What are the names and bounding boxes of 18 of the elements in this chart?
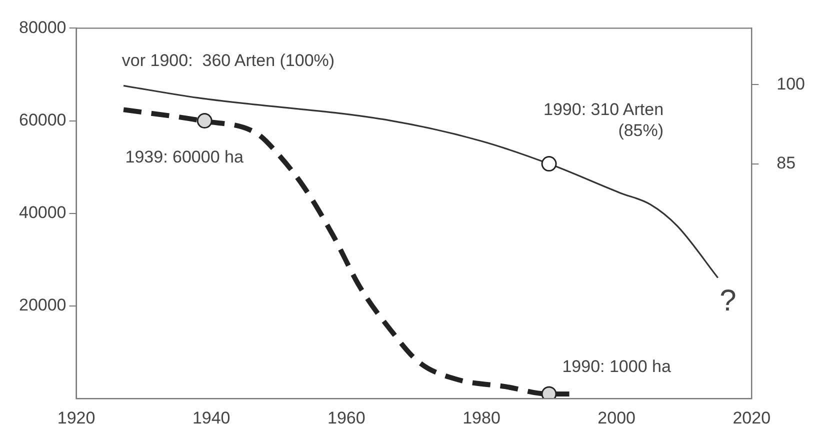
y2-tick-label: 100	[776, 74, 806, 94]
x-tick-label: 1980	[462, 408, 500, 428]
line-series	[122, 84, 719, 279]
y-tick-label: 20000	[18, 296, 66, 315]
x-tick-label: 1960	[328, 408, 366, 428]
annotation: vor 1900: 360 Arten (100%)	[122, 51, 335, 70]
y-tick-label: 40000	[18, 203, 66, 222]
annotation: 1939: 60000 ha	[125, 148, 244, 167]
y-tick-label: 80000	[18, 18, 66, 37]
x-tick-label: 2020	[732, 408, 771, 428]
y-tick-label: 60000	[18, 110, 66, 130]
y2-tick-label: 85	[776, 153, 796, 172]
x-tick-label: 1920	[57, 408, 96, 428]
x-tick-label: 1940	[192, 408, 230, 428]
annotation: 1990: 1000 ha	[562, 356, 672, 376]
annotation: ?	[720, 284, 736, 318]
x-tick-label: 2000	[598, 408, 636, 428]
annotation: 1990: 310 Arten (85%)	[544, 100, 664, 140]
